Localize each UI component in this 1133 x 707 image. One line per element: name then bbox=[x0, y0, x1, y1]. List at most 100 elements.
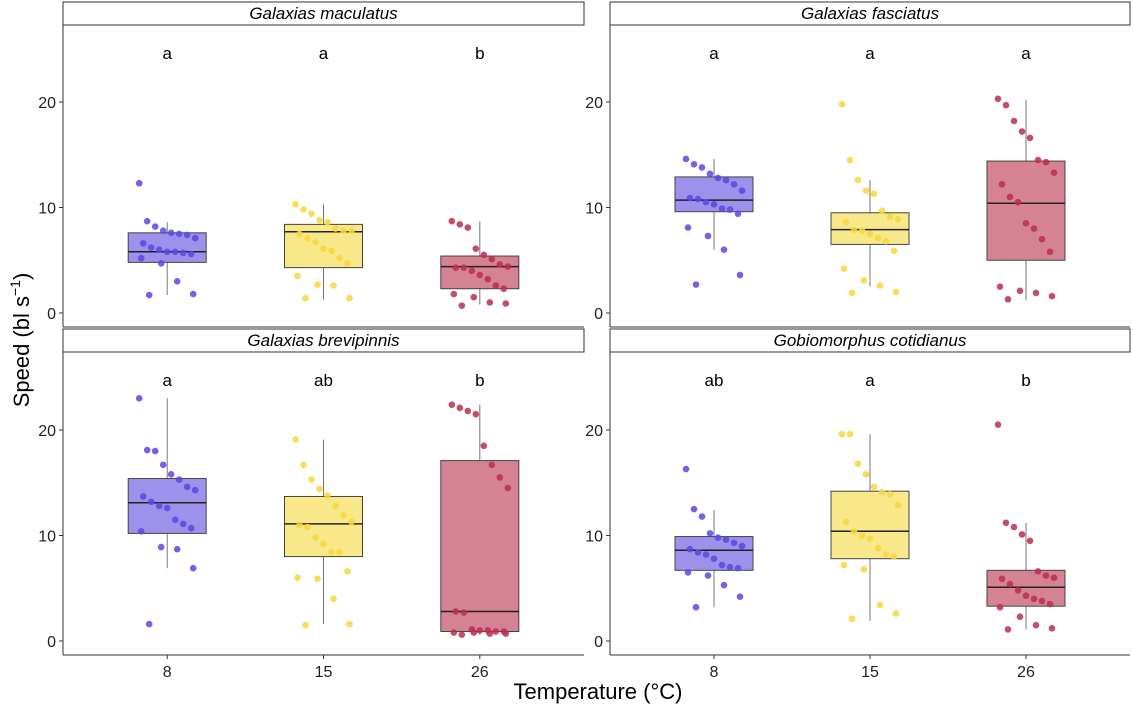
data-point bbox=[682, 465, 690, 473]
panel-title: Galaxias maculatus bbox=[249, 4, 398, 23]
y-tick-label: 20 bbox=[38, 423, 56, 440]
data-point bbox=[328, 549, 335, 556]
significance-letter: a bbox=[162, 44, 172, 63]
data-point bbox=[882, 551, 890, 558]
data-point bbox=[159, 227, 167, 235]
y-tick-label: 10 bbox=[38, 529, 56, 546]
data-point bbox=[143, 446, 151, 454]
data-point bbox=[302, 294, 309, 302]
x-tick-label: 8 bbox=[163, 664, 172, 681]
data-point bbox=[504, 484, 512, 492]
data-point bbox=[1022, 592, 1030, 599]
y-tick-label: 20 bbox=[585, 423, 603, 440]
data-point bbox=[504, 263, 512, 270]
data-point bbox=[704, 232, 712, 240]
data-point bbox=[348, 227, 355, 235]
y-axis-title: Speed (bl s−1) bbox=[7, 273, 34, 408]
data-point bbox=[738, 187, 746, 194]
data-point bbox=[450, 290, 458, 298]
data-point bbox=[464, 224, 472, 231]
data-point bbox=[348, 518, 355, 526]
data-point bbox=[994, 95, 1002, 103]
data-point bbox=[860, 565, 868, 573]
data-point bbox=[702, 551, 710, 558]
data-point bbox=[840, 265, 848, 272]
data-point bbox=[324, 218, 331, 226]
data-point bbox=[292, 201, 299, 208]
data-point bbox=[1026, 134, 1034, 142]
significance-letter: a bbox=[865, 371, 875, 390]
y-axis-title-close: ) bbox=[9, 273, 34, 280]
data-point bbox=[332, 225, 339, 232]
data-point bbox=[314, 281, 321, 288]
data-point bbox=[1032, 621, 1040, 629]
data-point bbox=[890, 553, 898, 560]
data-point bbox=[187, 250, 195, 258]
data-point bbox=[135, 395, 143, 402]
significance-letter: a bbox=[319, 44, 329, 63]
data-point bbox=[460, 264, 468, 271]
data-point bbox=[340, 512, 347, 519]
data-point bbox=[870, 483, 878, 491]
data-point bbox=[179, 520, 187, 528]
x-axis-title: Temperature (°C) bbox=[514, 679, 683, 704]
data-point bbox=[1002, 519, 1010, 527]
data-point bbox=[488, 255, 496, 263]
data-point bbox=[850, 226, 858, 233]
data-point bbox=[1022, 220, 1030, 227]
data-point bbox=[488, 461, 496, 469]
data-point bbox=[137, 527, 145, 535]
data-point bbox=[450, 629, 458, 636]
data-point bbox=[730, 180, 738, 188]
data-point bbox=[155, 502, 163, 510]
data-point bbox=[484, 275, 492, 283]
y-tick-label: 0 bbox=[594, 306, 603, 323]
data-point bbox=[139, 240, 147, 247]
data-point bbox=[714, 534, 722, 541]
data-point bbox=[1046, 248, 1054, 256]
data-point bbox=[344, 568, 351, 575]
data-point bbox=[163, 504, 171, 512]
data-point bbox=[458, 302, 466, 309]
data-point bbox=[862, 187, 870, 194]
data-point bbox=[480, 442, 488, 450]
data-point bbox=[312, 239, 319, 246]
panel-1: Galaxias maculatus 0 10 20 a a b bbox=[38, 1, 585, 328]
data-point bbox=[860, 276, 868, 284]
data-point bbox=[994, 421, 1002, 429]
data-point bbox=[722, 176, 730, 184]
data-point bbox=[722, 536, 730, 544]
data-point bbox=[842, 218, 850, 226]
data-point bbox=[330, 282, 337, 289]
data-point bbox=[147, 498, 155, 506]
data-point bbox=[1018, 531, 1026, 538]
panel-strip bbox=[609, 328, 1131, 353]
box-26 bbox=[440, 401, 520, 638]
data-point bbox=[139, 493, 147, 500]
data-point bbox=[1042, 572, 1050, 579]
data-point bbox=[173, 545, 181, 553]
data-point bbox=[157, 260, 165, 267]
x-tick-label: 26 bbox=[1017, 664, 1035, 681]
data-point bbox=[332, 502, 339, 510]
box-26 bbox=[986, 95, 1066, 303]
data-point bbox=[496, 474, 504, 481]
data-point bbox=[151, 447, 159, 455]
data-point bbox=[320, 245, 327, 252]
box-15 bbox=[830, 100, 910, 297]
data-point bbox=[858, 227, 866, 235]
data-point bbox=[1004, 626, 1012, 633]
data-point bbox=[874, 234, 882, 242]
data-point bbox=[502, 300, 510, 307]
y-axis-title-main: Speed (bl s bbox=[9, 296, 34, 407]
data-point bbox=[682, 155, 690, 163]
data-point bbox=[300, 206, 307, 213]
box-iqr bbox=[674, 536, 754, 571]
data-point bbox=[862, 471, 870, 478]
box-26 bbox=[440, 217, 520, 309]
data-point bbox=[714, 174, 722, 182]
data-point bbox=[892, 288, 900, 296]
data-point bbox=[492, 628, 500, 635]
data-point bbox=[690, 505, 698, 513]
